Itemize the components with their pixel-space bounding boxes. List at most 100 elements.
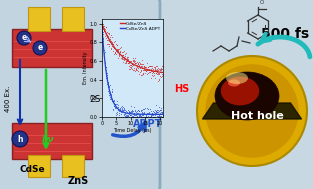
Point [138,114,143,117]
Point [153,70,158,73]
Point [150,75,155,78]
Point [103,65,108,68]
Point [153,103,158,106]
Point [117,50,122,53]
Point [153,68,158,71]
Point [131,69,136,72]
Point [151,66,156,69]
Point [135,116,140,119]
Point [114,106,119,109]
Point [110,43,115,46]
Point [119,104,124,107]
Text: HS: HS [174,84,190,94]
Point [142,116,147,119]
Point [144,68,149,71]
Point [112,107,117,110]
Point [137,114,142,117]
Point [158,111,163,114]
Point [150,71,155,74]
Point [110,107,115,110]
Point [109,93,114,96]
Point [102,28,107,31]
Point [142,69,147,72]
Point [117,46,122,50]
Point [114,43,119,46]
Point [114,48,119,51]
Point [154,72,159,75]
Point [111,45,116,48]
Point [144,114,149,117]
Point [148,113,153,116]
Point [156,112,161,115]
Point [157,71,162,74]
Point [125,112,130,115]
Point [132,62,137,65]
Point [100,27,105,30]
Point [105,83,110,86]
Point [102,35,107,38]
Point [155,65,160,68]
Point [122,107,127,110]
Point [138,115,143,118]
Point [107,84,112,87]
Point [112,50,117,53]
Point [135,68,140,71]
Point [152,65,157,68]
Point [117,107,122,110]
Point [125,59,130,62]
Point [139,74,144,77]
Point [121,116,126,119]
Point [121,58,126,61]
Point [154,70,159,73]
Point [138,110,143,113]
Point [108,47,113,50]
Point [135,116,140,119]
Point [139,64,144,67]
Point [160,111,165,114]
Point [108,43,113,46]
Ellipse shape [221,77,259,105]
Point [141,72,146,75]
Point [127,67,132,70]
Point [123,108,128,111]
Circle shape [197,56,307,166]
Point [118,51,123,54]
Point [109,41,114,44]
Point [155,116,160,119]
Point [151,116,156,119]
Point [155,67,160,70]
Point [139,69,144,72]
Point [105,31,110,34]
Point [155,110,160,113]
Point [123,60,128,63]
Point [109,33,114,36]
Bar [28,155,50,177]
Point [101,28,106,31]
Point [145,116,150,119]
Point [138,62,143,65]
Point [149,116,154,119]
Bar [12,123,92,159]
Point [108,47,113,50]
Point [101,51,106,54]
Point [109,99,114,102]
Point [136,64,141,67]
Point [160,64,165,67]
Point [160,106,165,109]
Point [147,67,152,70]
Point [145,72,150,75]
Point [141,64,146,67]
Point [145,69,150,72]
Point [127,68,132,71]
Point [100,34,105,37]
Point [129,111,134,114]
Point [138,109,143,112]
Text: h: h [17,135,23,143]
Point [129,66,134,69]
Point [124,114,129,117]
Point [101,32,106,35]
Point [104,77,109,80]
Point [136,63,141,66]
Point [118,108,123,112]
Point [101,29,106,32]
